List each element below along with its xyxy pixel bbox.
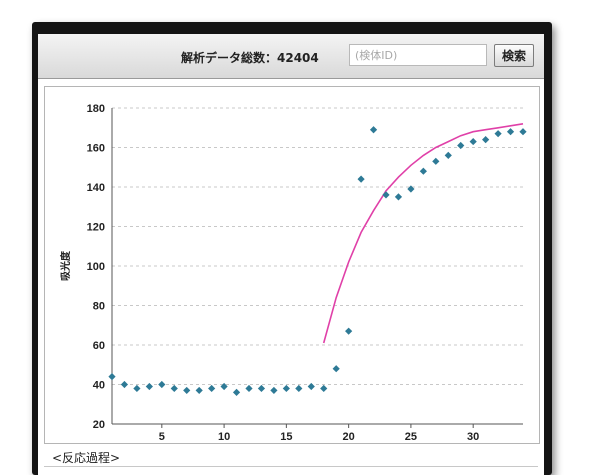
data-point	[432, 157, 440, 165]
data-point	[382, 191, 390, 199]
search-button[interactable]: 検索	[494, 44, 534, 67]
bottom-divider	[44, 466, 538, 467]
data-point	[320, 384, 328, 393]
data-point	[195, 386, 203, 395]
data-point	[270, 386, 278, 395]
reaction-process-label: <反応過程>	[52, 451, 121, 465]
data-point	[120, 380, 129, 389]
data-point	[345, 327, 353, 335]
y-tick-label: 160	[87, 143, 105, 155]
y-tick-label: 80	[93, 301, 105, 313]
y-tick-label: 40	[93, 380, 105, 392]
y-tick-label: 120	[87, 222, 105, 234]
data-point	[133, 384, 141, 393]
data-point	[208, 384, 216, 393]
data-point	[158, 380, 166, 389]
y-tick-label: 180	[87, 103, 105, 115]
data-point	[357, 175, 365, 183]
toolbar: 解析データ総数：42404 検索	[38, 34, 544, 79]
x-tick-label: 30	[467, 431, 479, 443]
data-point	[494, 130, 502, 138]
data-point	[108, 373, 116, 381]
data-point	[145, 382, 153, 391]
data-point	[257, 384, 266, 393]
data-point	[183, 386, 191, 395]
data-point	[220, 382, 228, 391]
data-point	[457, 141, 465, 150]
data-point	[419, 167, 427, 175]
y-axis-title: 吸光度	[59, 250, 72, 281]
data-point	[519, 128, 527, 136]
x-tick-label: 15	[280, 431, 292, 443]
y-tick-label: 20	[93, 419, 105, 431]
x-tick-label: 10	[218, 431, 230, 443]
y-tick-label: 60	[93, 340, 105, 352]
search-input[interactable]	[349, 44, 487, 66]
data-point	[407, 185, 415, 193]
x-tick-label: 5	[159, 431, 165, 443]
x-tick-label: 25	[405, 431, 417, 443]
data-point	[307, 382, 315, 391]
reaction-chart: 2040608010012014016018051015202530測光ポイント…	[59, 103, 527, 443]
data-point	[482, 136, 490, 144]
data-point	[282, 384, 290, 393]
data-point	[332, 365, 340, 373]
x-tick-label: 20	[343, 431, 355, 443]
y-tick-label: 140	[87, 182, 105, 194]
data-count-label: 解析データ総数：42404	[181, 51, 319, 65]
data-point	[469, 137, 477, 146]
reaction-chart-panel: 2040608010012014016018051015202530測光ポイント…	[44, 86, 540, 444]
data-point	[295, 384, 303, 393]
data-point	[444, 151, 452, 159]
data-point	[394, 193, 403, 201]
y-tick-label: 100	[87, 261, 105, 273]
fit-curve-line	[322, 123, 524, 344]
data-point	[170, 384, 178, 393]
data-point	[245, 384, 253, 393]
data-point	[506, 128, 515, 136]
app-window: 解析データ総数：42404 検索 20 40 60 80 100 120 140 160 180…	[38, 34, 544, 475]
data-point	[232, 388, 241, 396]
data-point	[369, 126, 378, 134]
